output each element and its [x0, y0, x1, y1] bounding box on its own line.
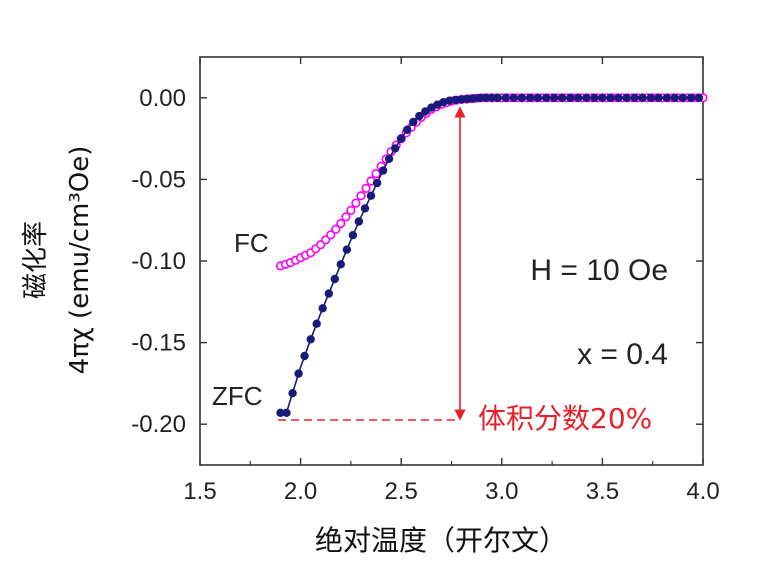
- doping-annotation: x = 0.4: [577, 338, 668, 371]
- fc-point: [341, 212, 351, 222]
- zfc-point: [501, 93, 510, 102]
- zfc-point: [606, 93, 615, 102]
- x-tick-label: 3.5: [586, 478, 619, 505]
- zfc-point: [694, 93, 704, 102]
- zfc-point: [638, 93, 647, 102]
- zfc-point: [397, 134, 406, 143]
- zfc-point: [348, 230, 358, 240]
- x-tick-label: 4.0: [686, 478, 719, 505]
- series-zfc: [276, 93, 704, 417]
- y-tick-label: -0.10: [131, 248, 186, 275]
- zfc-point: [662, 93, 671, 102]
- fc-point: [356, 191, 366, 201]
- zfc-point: [288, 389, 297, 398]
- zfc-point: [342, 245, 352, 254]
- zfc-label: ZFC: [212, 381, 263, 411]
- zfc-point: [300, 351, 309, 361]
- fc-point: [371, 169, 381, 179]
- field-annotation: H = 10 Oe: [530, 254, 668, 287]
- zfc-point: [630, 93, 639, 102]
- series-fc: [275, 93, 708, 271]
- x-tick-label: 1.5: [183, 478, 216, 505]
- zfc-point: [493, 93, 502, 102]
- zfc-point: [403, 125, 412, 134]
- x-axis: 1.5 2.0 2.5 3.0 3.5 4.0: [183, 57, 720, 505]
- zfc-point: [409, 117, 418, 127]
- zfc-point: [533, 93, 543, 102]
- zfc-point: [312, 319, 321, 328]
- zfc-point: [378, 166, 388, 175]
- y-axis-label-top: 磁化率: [21, 221, 51, 299]
- zfc-point: [282, 408, 291, 417]
- fc-point: [351, 198, 361, 208]
- zfc-point: [654, 93, 663, 102]
- zfc-point: [686, 93, 696, 102]
- zfc-point: [558, 93, 567, 102]
- zfc-point: [614, 93, 623, 102]
- zfc-point: [590, 93, 599, 102]
- zfc-point: [566, 93, 575, 102]
- zfc-point: [549, 93, 559, 102]
- zfc-point: [354, 217, 364, 226]
- x-tick-label: 3.0: [485, 478, 518, 505]
- zfc-point: [336, 260, 345, 269]
- zfc-point: [541, 93, 551, 102]
- y-tick-label: -0.15: [131, 330, 186, 357]
- zfc-point: [415, 111, 424, 121]
- zfc-point: [318, 304, 327, 313]
- fc-point: [331, 224, 341, 234]
- zfc-point: [670, 93, 679, 102]
- fc-point: [326, 230, 336, 240]
- zfc-point: [324, 289, 333, 298]
- y-tick-label: -0.20: [131, 411, 186, 438]
- zfc-point: [574, 93, 583, 102]
- zfc-point: [391, 144, 400, 153]
- zfc-point: [294, 369, 303, 378]
- fc-point: [336, 218, 346, 229]
- x-tick-label: 2.5: [385, 478, 418, 505]
- x-tick-label: 2.0: [284, 478, 317, 505]
- zfc-point: [421, 107, 430, 116]
- y-axis: 0.00 -0.05 -0.10 -0.15 -0.20: [131, 85, 703, 438]
- zfc-point: [622, 93, 631, 102]
- y-axis-label: 4πχ (emu/cm³Oe): [65, 146, 95, 375]
- fc-label: FC: [234, 228, 269, 258]
- zfc-point: [525, 93, 535, 102]
- zfc-point: [366, 191, 376, 200]
- zfc-point: [384, 154, 394, 163]
- zfc-point: [678, 93, 688, 102]
- fc-point: [361, 183, 371, 193]
- zfc-point: [646, 93, 655, 102]
- fc-point: [346, 205, 356, 215]
- zfc-point: [330, 274, 339, 284]
- x-axis-label: 绝对温度（开尔文）: [315, 524, 567, 557]
- zfc-point: [517, 93, 527, 102]
- volume-fraction-label: 体积分数20%: [478, 402, 652, 435]
- zfc-point: [360, 204, 370, 213]
- zfc-point: [582, 93, 591, 102]
- zfc-point: [598, 93, 607, 102]
- zfc-point: [306, 335, 315, 344]
- y-tick-label: 0.00: [139, 85, 186, 112]
- zfc-point: [509, 93, 519, 102]
- y-tick-label: -0.05: [131, 166, 186, 193]
- zfc-point: [372, 178, 382, 188]
